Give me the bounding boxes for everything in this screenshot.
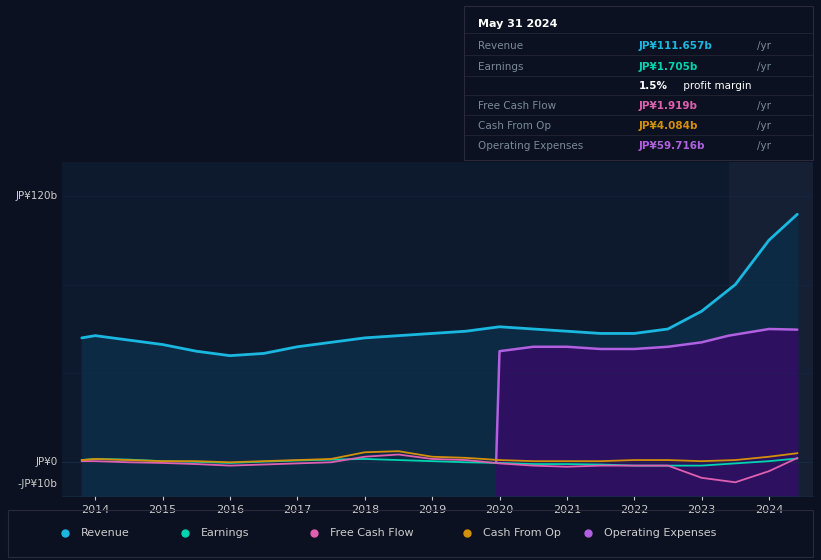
Text: Revenue: Revenue (80, 529, 130, 538)
Text: Operating Expenses: Operating Expenses (478, 141, 583, 151)
Text: 1.5%: 1.5% (639, 81, 667, 91)
Text: Cash From Op: Cash From Op (483, 529, 561, 538)
Text: -JP¥10b: -JP¥10b (18, 479, 57, 489)
Text: /yr: /yr (757, 62, 771, 72)
Text: /yr: /yr (757, 121, 771, 130)
Text: JP¥0: JP¥0 (35, 458, 57, 467)
Text: /yr: /yr (757, 141, 771, 151)
Text: Free Cash Flow: Free Cash Flow (478, 101, 556, 111)
Text: JP¥4.084b: JP¥4.084b (639, 121, 698, 130)
Text: /yr: /yr (757, 41, 771, 50)
Text: Earnings: Earnings (478, 62, 523, 72)
Bar (728, 162, 813, 496)
Text: Revenue: Revenue (478, 41, 523, 50)
Text: Earnings: Earnings (201, 529, 250, 538)
Text: JP¥59.716b: JP¥59.716b (639, 141, 704, 151)
Text: /yr: /yr (757, 101, 771, 111)
Text: Cash From Op: Cash From Op (478, 121, 551, 130)
Text: JP¥120b: JP¥120b (16, 191, 57, 200)
Text: Operating Expenses: Operating Expenses (603, 529, 716, 538)
Text: JP¥111.657b: JP¥111.657b (639, 41, 712, 50)
Text: Free Cash Flow: Free Cash Flow (330, 529, 414, 538)
Text: profit margin: profit margin (680, 81, 752, 91)
Text: May 31 2024: May 31 2024 (478, 19, 557, 29)
Text: JP¥1.919b: JP¥1.919b (639, 101, 697, 111)
Text: JP¥1.705b: JP¥1.705b (639, 62, 698, 72)
